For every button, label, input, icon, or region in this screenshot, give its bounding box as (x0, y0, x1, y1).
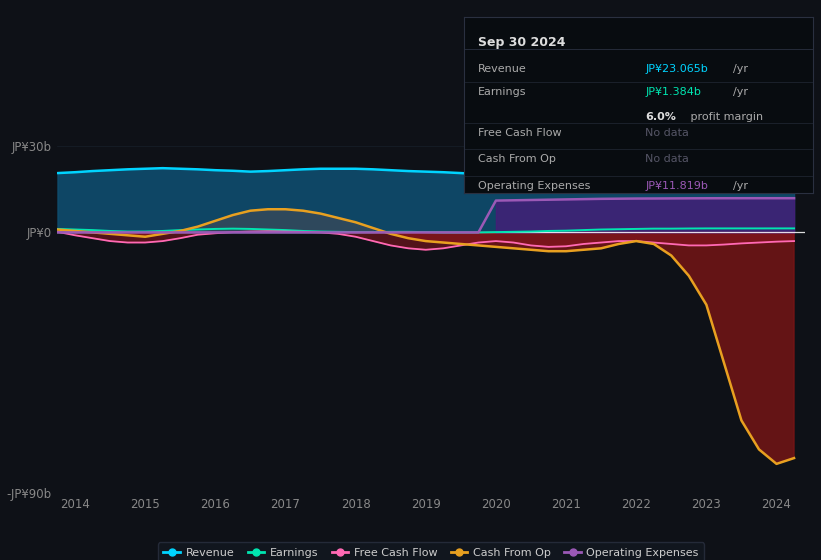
Text: No data: No data (645, 155, 689, 165)
Text: Free Cash Flow: Free Cash Flow (478, 128, 562, 138)
Text: JP¥23.065b: JP¥23.065b (645, 64, 708, 74)
Text: JP¥11.819b: JP¥11.819b (645, 181, 709, 191)
Text: No data: No data (645, 128, 689, 138)
Text: /yr: /yr (732, 87, 748, 97)
Text: profit margin: profit margin (687, 112, 764, 122)
Text: /yr: /yr (732, 181, 748, 191)
Text: Sep 30 2024: Sep 30 2024 (478, 36, 566, 49)
Text: /yr: /yr (732, 64, 748, 74)
Text: JP¥1.384b: JP¥1.384b (645, 87, 701, 97)
Text: Operating Expenses: Operating Expenses (478, 181, 590, 191)
Text: Cash From Op: Cash From Op (478, 155, 556, 165)
Text: Revenue: Revenue (478, 64, 526, 74)
Legend: Revenue, Earnings, Free Cash Flow, Cash From Op, Operating Expenses: Revenue, Earnings, Free Cash Flow, Cash … (158, 543, 704, 560)
Text: Earnings: Earnings (478, 87, 526, 97)
Text: 6.0%: 6.0% (645, 112, 677, 122)
